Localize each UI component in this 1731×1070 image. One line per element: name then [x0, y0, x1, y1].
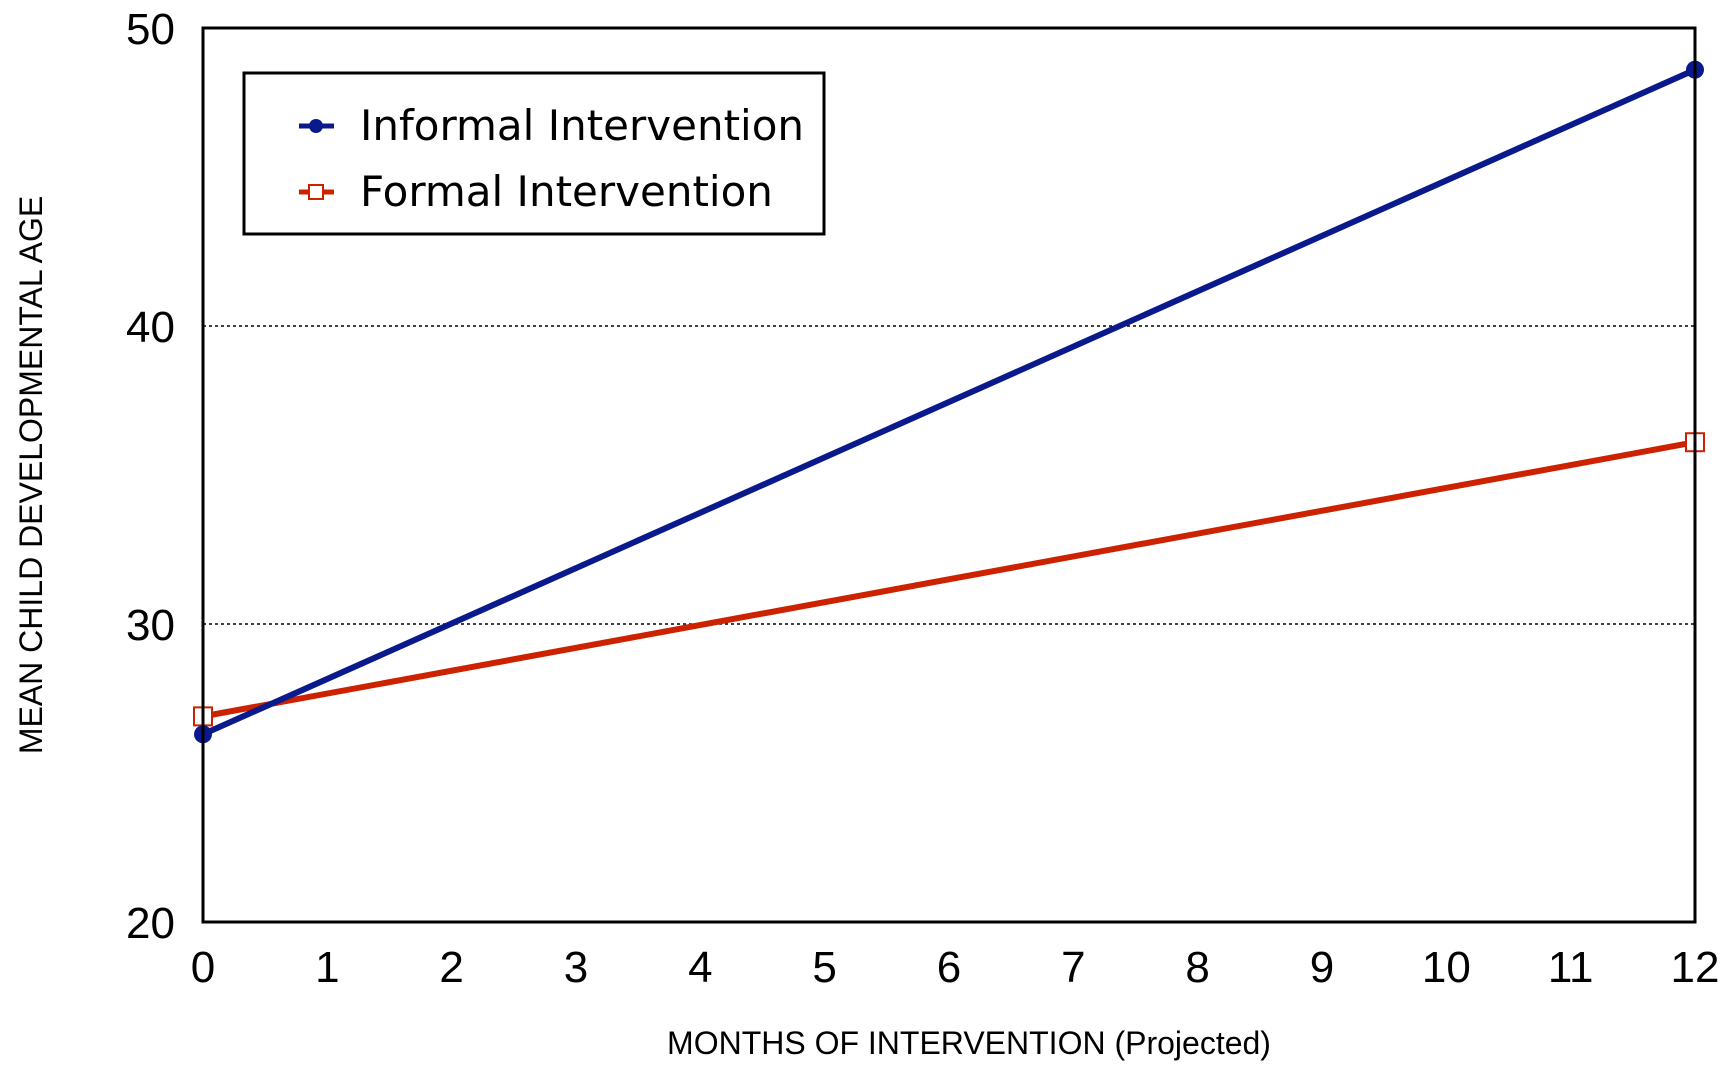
- legend-marker: [308, 184, 324, 200]
- y-axis-title: MEAN CHILD DEVELOPMENTAL AGE: [13, 196, 49, 754]
- x-tick-label: 3: [564, 943, 588, 992]
- legend: Informal Intervention Formal Intervention: [242, 71, 826, 236]
- legend-item: Informal Intervention: [299, 101, 804, 150]
- legend-label: Informal Intervention: [360, 101, 804, 150]
- y-tick-label: 40: [126, 303, 175, 352]
- y-tick-label: 50: [126, 5, 175, 54]
- x-tick-label: 10: [1422, 943, 1471, 992]
- x-tick-label: 8: [1185, 943, 1209, 992]
- legend-item: Formal Intervention: [299, 167, 773, 216]
- x-tick-label: 5: [812, 943, 836, 992]
- x-tick-label: 7: [1061, 943, 1085, 992]
- series-formal-intervention: [193, 432, 1705, 727]
- x-tick-label: 0: [191, 943, 215, 992]
- series-line: [201, 66, 1697, 738]
- x-tick-label: 11: [1548, 943, 1594, 992]
- x-tick-label: 4: [688, 943, 712, 992]
- x-tick-label: 2: [439, 943, 463, 992]
- x-tick-label: 12: [1671, 943, 1720, 992]
- legend-box: [242, 71, 826, 236]
- x-tick-label: 9: [1310, 943, 1334, 992]
- y-tick-label: 20: [126, 899, 175, 948]
- plot-area-frame: [201, 26, 1697, 924]
- x-tick-label: 6: [937, 943, 961, 992]
- legend-marker: [309, 119, 323, 133]
- x-axis-title: MONTHS OF INTERVENTION (Projected): [667, 1025, 1271, 1061]
- x-tick-label: 1: [315, 943, 339, 992]
- series-line: [202, 439, 1696, 720]
- legend-label: Formal Intervention: [360, 167, 773, 216]
- y-tick-label: 30: [126, 601, 175, 650]
